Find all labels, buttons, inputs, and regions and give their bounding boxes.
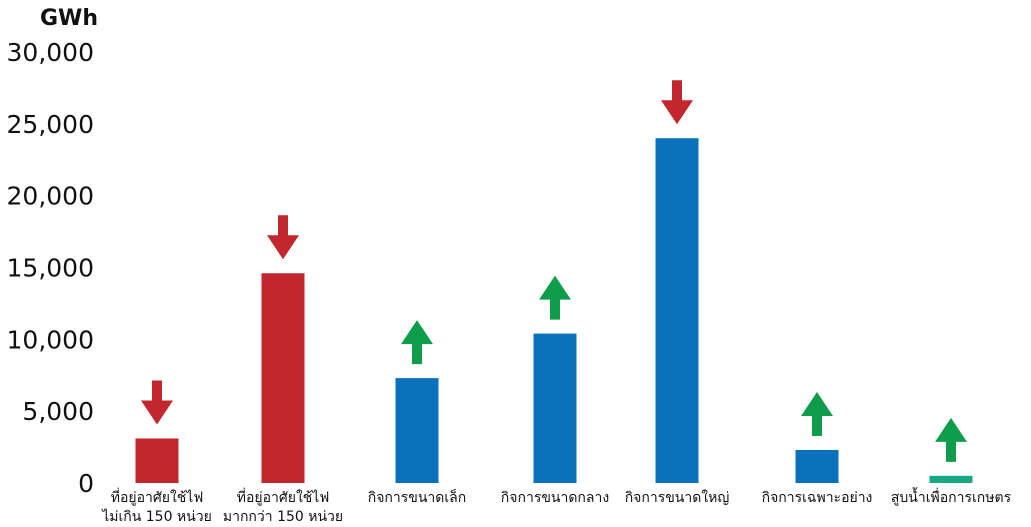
bar bbox=[395, 378, 439, 483]
y-tick-label: 15,000 bbox=[7, 254, 94, 283]
y-tick-label: 30,000 bbox=[7, 38, 94, 67]
x-tick-label: ไม่เกิน 150 หน่วย bbox=[101, 508, 212, 525]
bar bbox=[795, 449, 839, 483]
bar bbox=[261, 273, 305, 483]
trend-up-arrow-icon bbox=[935, 417, 967, 462]
y-tick-label: 10,000 bbox=[7, 325, 94, 354]
trend-down-arrow-icon bbox=[661, 80, 693, 125]
trend-up-arrow-icon bbox=[539, 275, 571, 320]
trend-up-arrow-icon bbox=[801, 391, 833, 436]
x-tick-label: ที่อยู่อาศัยใช้ไฟ bbox=[111, 488, 204, 506]
bar bbox=[929, 475, 973, 483]
y-tick-label: 25,000 bbox=[7, 110, 94, 139]
bar bbox=[533, 333, 577, 483]
bar bbox=[135, 438, 179, 483]
y-tick-label: 20,000 bbox=[7, 182, 94, 211]
x-tick-label: สูบน้ำเพื่อการเกษตร bbox=[891, 487, 1012, 506]
y-axis-unit-label: GWh bbox=[40, 6, 98, 31]
y-tick-label: 5,000 bbox=[22, 397, 94, 426]
x-tick-label: กิจการเฉพาะอย่าง bbox=[762, 490, 873, 506]
bar bbox=[655, 138, 699, 483]
trend-down-arrow-icon bbox=[141, 380, 173, 425]
y-tick-label: 0 bbox=[78, 469, 94, 498]
x-tick-label: กิจการขนาดกลาง bbox=[501, 490, 609, 506]
x-tick-label: กิจการขนาดเล็ก bbox=[368, 488, 466, 506]
x-tick-label: มากกว่า 150 หน่วย bbox=[223, 509, 343, 525]
trend-down-arrow-icon bbox=[267, 215, 299, 260]
x-tick-label: ที่อยู่อาศัยใช้ไฟ bbox=[237, 488, 330, 506]
x-tick-label: กิจการขนาดใหญ่ bbox=[625, 489, 730, 506]
trend-up-arrow-icon bbox=[401, 320, 433, 365]
